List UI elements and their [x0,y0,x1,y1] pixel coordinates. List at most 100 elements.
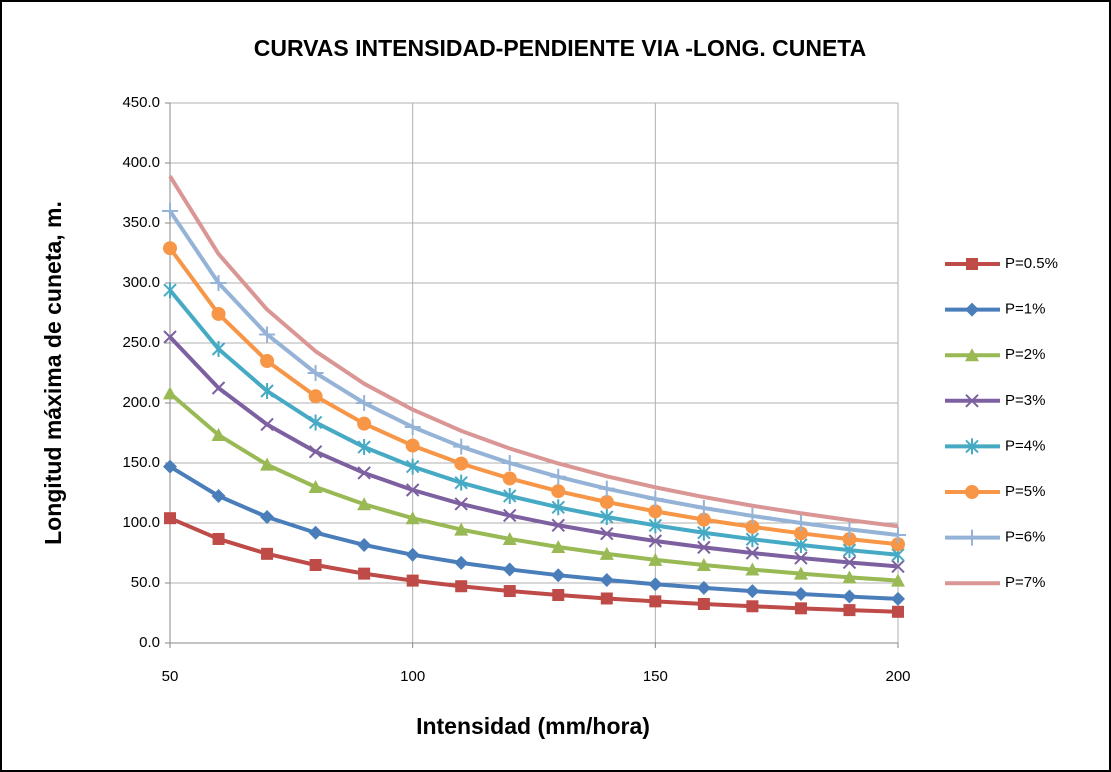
y-tick-label: 50.0 [131,574,160,591]
marker [260,354,275,368]
marker [648,552,663,566]
y-axis-label: Longitud máxima de cuneta, m. [40,201,66,545]
marker [745,519,760,534]
marker [842,570,857,584]
marker [649,595,662,608]
legend-item: P=4% [945,437,1045,455]
marker [964,529,980,546]
marker [696,512,711,527]
marker [600,509,614,525]
marker [259,326,276,343]
marker [357,497,372,511]
legend-label: P=2% [1005,346,1045,363]
marker [260,383,274,399]
marker [211,428,226,442]
y-tick-label: 400.0 [122,154,160,171]
y-tick-label: 300.0 [122,274,160,291]
marker [745,584,760,599]
marker [842,555,857,570]
marker [405,511,420,525]
marker [890,527,906,543]
marker [502,562,517,577]
marker [503,488,517,504]
marker [598,480,615,497]
series [162,203,906,543]
marker [794,551,808,565]
series-line [168,391,899,583]
x-axis-label: Intensidad (mm/hora) [416,713,650,739]
marker [404,419,421,435]
marker [965,485,979,499]
marker [163,282,177,299]
marker [793,526,808,541]
marker [309,559,322,571]
marker [792,515,809,531]
marker [212,532,225,545]
legend-label: P=7% [1005,574,1045,591]
marker [356,395,373,411]
marker [502,531,517,545]
series-line [168,175,899,529]
marker [891,559,905,574]
marker [891,573,905,587]
marker [211,489,226,503]
marker [600,526,614,541]
marker [892,605,904,618]
legend-item: P=2% [945,346,1045,363]
marker [841,521,858,538]
marker [261,547,274,560]
legend-item: P=0.5% [945,255,1058,272]
marker [550,468,567,485]
x-tick-label: 200 [885,668,910,685]
legend-label: P=5% [1005,483,1045,500]
marker [745,546,760,560]
legend-item: P=6% [945,529,1045,546]
legend-label: P=4% [1005,437,1045,454]
marker [454,456,469,471]
marker [696,580,711,595]
marker [211,341,226,357]
marker [454,474,468,491]
marker [307,365,324,381]
marker [308,414,323,431]
marker [163,459,177,474]
marker [965,394,979,408]
series-line [168,247,899,547]
marker [163,241,177,256]
marker [308,480,323,493]
marker [405,547,420,562]
marker [405,483,420,497]
legend-item: P=7% [945,574,1045,591]
marker [648,534,663,548]
marker [965,302,979,317]
marker [965,438,979,455]
marker [551,484,566,499]
marker [745,531,760,548]
marker [453,438,470,455]
marker [697,524,711,541]
marker [599,495,614,509]
marker [793,566,808,580]
marker [965,348,979,362]
marker [406,574,419,587]
marker [745,562,760,576]
marker [357,416,372,431]
y-tick-label: 450.0 [122,94,160,111]
marker [695,500,712,516]
marker [164,512,176,525]
marker [648,577,663,592]
x-tick-label: 50 [162,668,179,685]
marker [648,517,663,534]
marker [599,546,614,560]
legend-label: P=3% [1005,392,1045,409]
marker [794,602,807,615]
marker [358,567,371,580]
marker [308,525,323,540]
marker [357,537,372,552]
marker [503,585,516,598]
marker [891,537,905,552]
marker [551,568,566,583]
marker [455,580,468,593]
